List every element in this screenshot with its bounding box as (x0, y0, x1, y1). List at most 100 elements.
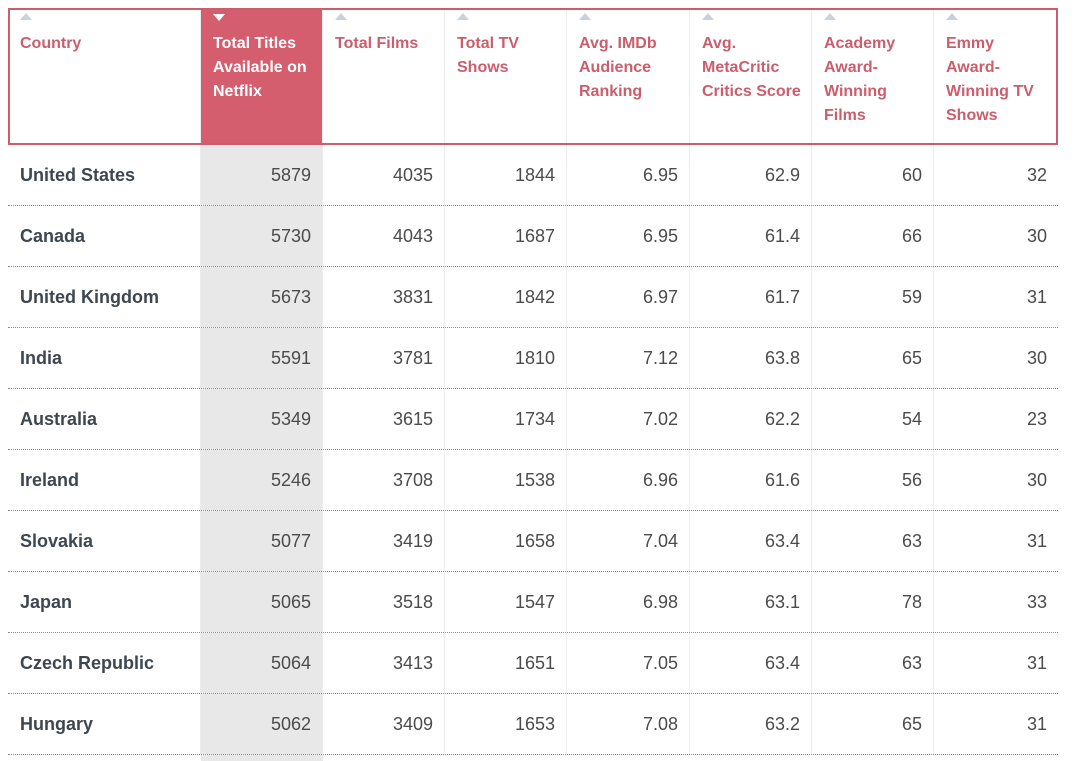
cell-metacritic-score: 63.4 (690, 633, 812, 693)
cell-imdb-ranking: 6.95 (567, 145, 690, 205)
column-header-academy-award-films[interactable]: Academy Award-Winning Films (812, 8, 934, 145)
cell-metacritic-score: 63.2 (690, 694, 812, 754)
cell-academy-award-films: 78 (812, 572, 934, 632)
table-header-row: Country Total Titles Available on Netfli… (8, 8, 1058, 145)
cell-total-films: 3413 (323, 633, 445, 693)
cell-emmy-award-shows: 33 (1026, 591, 1047, 612)
cell-total-films: 3615 (323, 389, 445, 449)
cell-metacritic-score: 61.4 (690, 206, 812, 266)
cell-metacritic-score: 62.9 (690, 145, 812, 205)
cell-total-tv-shows: 1842 (445, 267, 567, 327)
table-row: Japan 5065 3518 1547 6.98 63.1 78 33 (8, 572, 1058, 633)
table-row: Australia 5349 3615 1734 7.02 62.2 54 23 (8, 389, 1058, 450)
cell-total-titles: 5879 (201, 145, 323, 205)
cell-academy-award-films: 54 (812, 389, 934, 449)
cell-imdb-ranking: 6.95 (567, 206, 690, 266)
cell-total-films: 3419 (323, 511, 445, 571)
cell-total-titles: 5062 (201, 694, 323, 754)
column-header-country[interactable]: Country (8, 8, 201, 145)
cell-imdb-ranking: 7.12 (567, 328, 690, 388)
cell-total-titles: 5246 (201, 450, 323, 510)
cell-academy-award-films: 59 (812, 267, 934, 327)
netflix-titles-table: Country Total Titles Available on Netfli… (8, 8, 1058, 761)
cell-total-tv-shows: 1810 (445, 328, 567, 388)
cell-emmy-award-shows: 31 (1026, 652, 1047, 673)
column-header-imdb-ranking[interactable]: Avg. IMDb Audience Ranking (567, 8, 690, 145)
cell-metacritic-score: 63.4 (690, 511, 812, 571)
cell-country: India (8, 328, 201, 388)
cell-academy-award-films: 66 (812, 206, 934, 266)
cell-country: Australia (8, 389, 201, 449)
table-row: United States 5879 4035 1844 6.95 62.9 6… (8, 145, 1058, 206)
cell-total-films: 3781 (323, 328, 445, 388)
cell-metacritic-score: 62.2 (690, 389, 812, 449)
cell-emmy-award-shows: 31 (1026, 286, 1047, 307)
cell-total-tv-shows: 1653 (445, 694, 567, 754)
table-row: Canada 5730 4043 1687 6.95 61.4 66 30 (8, 206, 1058, 267)
column-header-metacritic-score[interactable]: Avg. MetaCritic Critics Score (690, 8, 812, 145)
sort-up-icon (824, 13, 836, 20)
cell-country: Japan (8, 572, 201, 632)
cell-total-films: 3518 (323, 572, 445, 632)
table-row: Ireland 5246 3708 1538 6.96 61.6 56 30 (8, 450, 1058, 511)
cell-academy-award-films: 63 (812, 633, 934, 693)
cell-country: Hungary (8, 694, 201, 754)
sort-up-icon (946, 13, 958, 20)
cell-imdb-ranking: 6.96 (567, 450, 690, 510)
table-row: Slovakia 5077 3419 1658 7.04 63.4 63 31 (8, 511, 1058, 572)
table-row: United Kingdom 5673 3831 1842 6.97 61.7 … (8, 267, 1058, 328)
cell-total-titles: 5673 (201, 267, 323, 327)
cell-emmy-award-shows: 31 (1026, 713, 1047, 734)
cell-country: United States (8, 145, 201, 205)
table-row: India 5591 3781 1810 7.12 63.8 65 30 (8, 328, 1058, 389)
cell-total-films: 4043 (323, 206, 445, 266)
sort-up-icon (457, 13, 469, 20)
cell-country: Czech Republic (8, 633, 201, 693)
table-continuation (8, 755, 1058, 761)
sort-up-icon (579, 13, 591, 20)
cell-total-tv-shows: 1538 (445, 450, 567, 510)
cell-total-films: 3708 (323, 450, 445, 510)
cell-total-tv-shows: 1547 (445, 572, 567, 632)
sort-up-icon (335, 13, 347, 20)
cell-total-titles: 5065 (201, 572, 323, 632)
cell-academy-award-films: 60 (812, 145, 934, 205)
cell-total-films: 3831 (323, 267, 445, 327)
cell-emmy-award-shows: 30 (1026, 225, 1047, 246)
sort-down-icon (213, 14, 225, 21)
table-body: United States 5879 4035 1844 6.95 62.9 6… (8, 145, 1058, 761)
cell-total-films: 3409 (323, 694, 445, 754)
cell-emmy-award-shows: 31 (1026, 530, 1047, 551)
cell-emmy-award-shows: 30 (1026, 347, 1047, 368)
cell-total-titles: 5591 (201, 328, 323, 388)
column-header-total-titles[interactable]: Total Titles Available on Netflix (201, 8, 323, 145)
column-header-emmy-award-shows[interactable]: Emmy Award-Winning TV Shows (934, 8, 1058, 145)
sort-up-icon (702, 13, 714, 20)
cell-academy-award-films: 63 (812, 511, 934, 571)
cell-country: Ireland (8, 450, 201, 510)
cell-country: Slovakia (8, 511, 201, 571)
cell-academy-award-films: 56 (812, 450, 934, 510)
cell-total-films: 4035 (323, 145, 445, 205)
cell-imdb-ranking: 6.97 (567, 267, 690, 327)
table-row: Hungary 5062 3409 1653 7.08 63.2 65 31 (8, 694, 1058, 755)
cell-metacritic-score: 61.7 (690, 267, 812, 327)
cell-metacritic-score: 63.1 (690, 572, 812, 632)
cell-imdb-ranking: 7.02 (567, 389, 690, 449)
cell-imdb-ranking: 7.04 (567, 511, 690, 571)
cell-academy-award-films: 65 (812, 328, 934, 388)
cell-total-titles: 5077 (201, 511, 323, 571)
cell-total-titles: 5349 (201, 389, 323, 449)
cell-total-tv-shows: 1687 (445, 206, 567, 266)
sort-up-icon (20, 13, 32, 20)
cell-emmy-award-shows: 23 (1026, 408, 1047, 429)
table-row: Czech Republic 5064 3413 1651 7.05 63.4 … (8, 633, 1058, 694)
column-header-total-tv-shows[interactable]: Total TV Shows (445, 8, 567, 145)
column-header-total-films[interactable]: Total Films (323, 8, 445, 145)
cell-emmy-award-shows: 30 (1026, 469, 1047, 490)
cell-country: Canada (8, 206, 201, 266)
cell-metacritic-score: 61.6 (690, 450, 812, 510)
cell-total-tv-shows: 1658 (445, 511, 567, 571)
cell-total-titles: 5730 (201, 206, 323, 266)
cell-imdb-ranking: 7.08 (567, 694, 690, 754)
